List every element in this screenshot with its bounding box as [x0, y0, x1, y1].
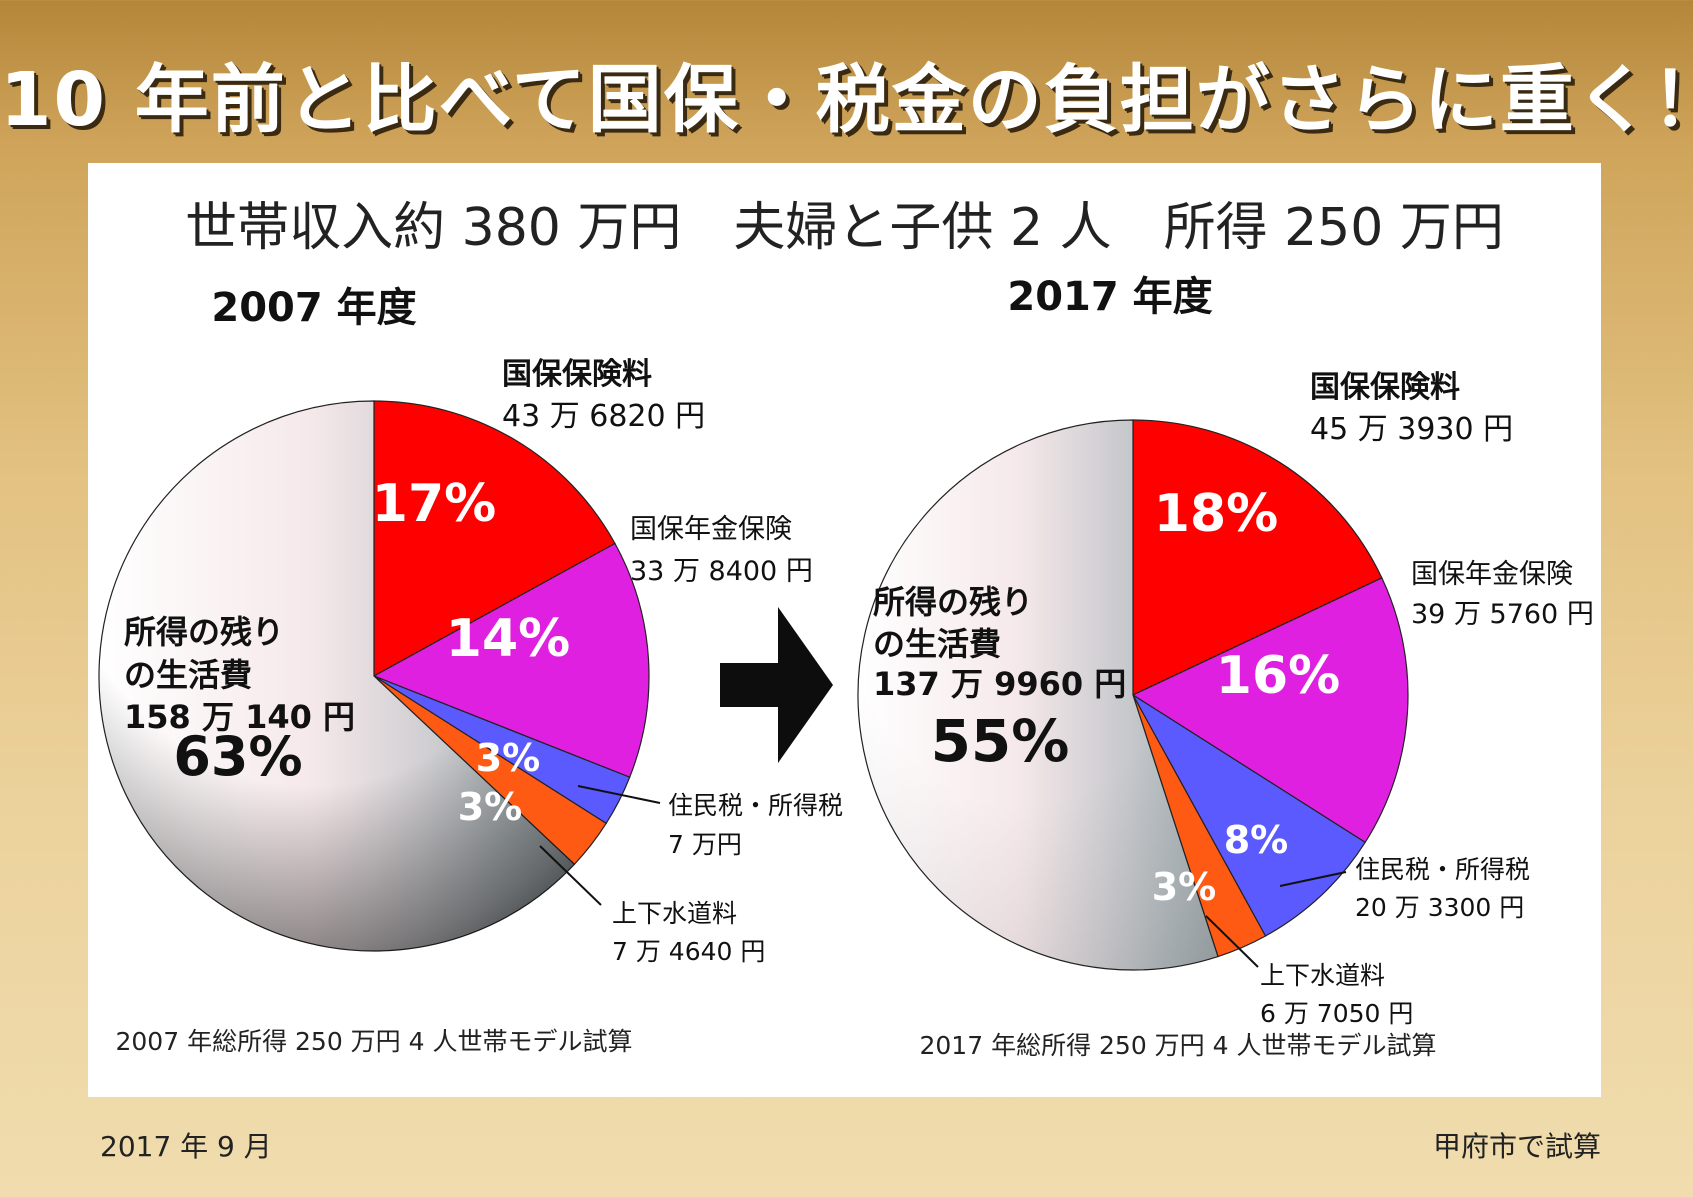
leader-line — [539, 845, 602, 906]
slice-value-label: 7 万円 — [668, 830, 742, 859]
pie-pct-label: 8% — [1224, 818, 1289, 862]
slice-name-label: 上下水道料 — [612, 899, 737, 928]
chart-panel: 世帯収入約 380 万円 夫婦と子供 2 人 所得 250 万円 2007 年度… — [88, 163, 1601, 1097]
pie-pct-label: 14% — [446, 609, 570, 669]
pie-footnote: 2007 年総所得 250 万円 4 人世帯モデル試算 — [116, 1027, 633, 1056]
leader-line — [577, 785, 661, 804]
slice-name-label: 国保保険料 — [502, 357, 652, 392]
slice-name-label: 住民税・所得税 — [668, 791, 843, 820]
credit-label: 甲府市で試算 — [1432, 1130, 1601, 1163]
slice-name-label: 上下水道料 — [1260, 961, 1385, 990]
pie-pct-label: 18% — [1154, 484, 1278, 544]
remainder-pct-label: 63% — [173, 725, 302, 788]
pie-title: 2017 年度 — [1007, 274, 1212, 320]
remainder-name-label: 所得の残り — [873, 583, 1033, 621]
pie-slice — [1132, 419, 1383, 696]
slice-name-label: 住民税・所得税 — [1355, 855, 1530, 884]
leader-line — [1205, 915, 1259, 968]
pie-footnote: 2017 年総所得 250 万円 4 人世帯モデル試算 — [920, 1031, 1437, 1060]
headline: 10 年前と比べて国保・税金の負担がさらに重く！ — [0, 57, 1693, 143]
pie-pct-label: 3% — [476, 736, 541, 780]
slice-value-label: 45 万 3930 円 — [1310, 412, 1513, 447]
pie-slice — [372, 542, 650, 779]
pie-title: 2007 年度 — [211, 285, 416, 331]
remainder-value-label: 158 万 140 円 — [124, 698, 355, 736]
slice-name-label: 国保年金保険 — [1411, 559, 1573, 590]
pie-pct-label: 16% — [1216, 646, 1340, 706]
remainder-pct-label: 55% — [931, 707, 1070, 775]
subtitle: 世帯収入約 380 万円 夫婦と子供 2 人 所得 250 万円 — [185, 198, 1504, 258]
pie-slice — [373, 400, 616, 678]
remainder-name-label: の生活費 — [124, 656, 252, 694]
slice-value-label: 33 万 8400 円 — [630, 556, 813, 587]
pie-pct-label: 17% — [372, 474, 496, 534]
slice-value-label: 20 万 3300 円 — [1355, 893, 1524, 922]
remainder-value-label: 137 万 9960 円 — [873, 665, 1126, 703]
pie-slice-shade — [99, 401, 575, 951]
pie-slice-shade — [857, 420, 1218, 970]
right-arrow-icon — [720, 607, 833, 763]
slice-value-label: 43 万 6820 円 — [502, 399, 705, 434]
remainder-name-label: の生活費 — [873, 625, 1001, 663]
slice-value-label: 39 万 5760 円 — [1411, 599, 1594, 630]
date-label: 2017 年 9 月 — [100, 1130, 272, 1163]
slice-value-label: 6 万 7050 円 — [1260, 999, 1413, 1028]
pie-slice — [1132, 694, 1367, 937]
remainder-name-label: 所得の残り — [124, 613, 284, 651]
slice-value-label: 7 万 4640 円 — [612, 937, 765, 966]
slice-name-label: 国保保険料 — [1310, 370, 1460, 405]
pie-slice — [1131, 577, 1409, 844]
leader-line — [1279, 871, 1347, 887]
pie-pct-label: 3% — [1152, 865, 1217, 909]
pie-pct-label: 3% — [458, 785, 523, 829]
slice-name-label: 国保年金保険 — [630, 514, 792, 545]
